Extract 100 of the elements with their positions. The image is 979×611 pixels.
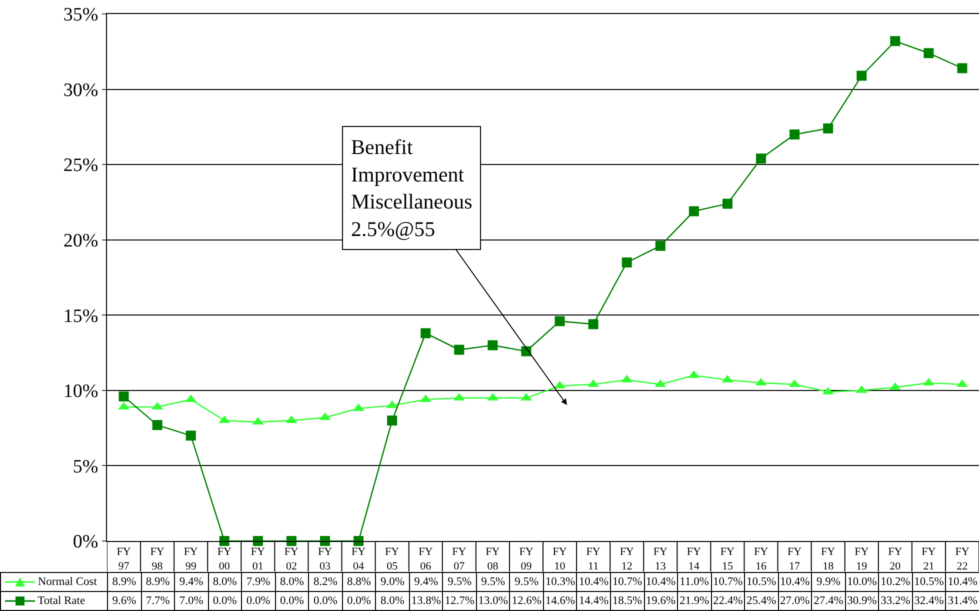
x-tick-label: FY 21 [922, 546, 936, 572]
x-tick-label: FY 22 [955, 546, 970, 572]
data-label: 8.9% [141, 572, 175, 592]
x-tick-label: FY 98 [150, 546, 164, 572]
x-tick-label: FY 04 [352, 546, 366, 572]
x-tick-label: FY 07 [452, 546, 466, 572]
data-label: 0.0% [242, 592, 276, 610]
point [790, 129, 800, 140]
x-tick-label: FY 14 [686, 546, 702, 572]
x-tick-label: FY 16 [754, 546, 768, 572]
data-label: 0.0% [275, 592, 309, 610]
x-tick-label: FY 05 [385, 546, 400, 572]
x-tick-label: FY 97 [116, 546, 131, 572]
x-tick-label: FY 08 [486, 546, 500, 572]
x-tick-label: FY 01 [250, 546, 266, 572]
x-tick-label: FY 09 [519, 546, 534, 572]
data-label: 10.4% [778, 572, 812, 592]
data-label: 33.2% [878, 592, 912, 610]
x-tick-label: FY 99 [184, 546, 198, 572]
point [186, 430, 196, 441]
point [722, 198, 732, 209]
x-tick-label: FY 06 [418, 546, 433, 572]
point [957, 63, 968, 74]
data-label: 13.0% [476, 592, 510, 610]
point [924, 48, 934, 58]
data-label: 7.9% [242, 572, 276, 592]
data-label: 10.7% [610, 572, 644, 592]
data-label: 10.3% [543, 572, 577, 592]
y-tick-label: 35% [63, 4, 98, 26]
x-tick-label: FY 12 [620, 546, 634, 572]
y-tick-label: 10% [63, 381, 98, 402]
data-label: 22.4% [711, 592, 745, 610]
point [521, 346, 532, 356]
point [890, 36, 900, 46]
point [554, 316, 565, 326]
x-tick-label: FY 19 [854, 546, 869, 572]
data-label: 10.7% [711, 572, 745, 592]
data-label: 9.4% [409, 572, 443, 592]
data-label: 9.5% [442, 572, 476, 592]
point [655, 240, 666, 251]
data-label: 9.5% [476, 572, 510, 592]
y-tick-label: 15% [63, 306, 98, 327]
data-label: 19.6% [644, 592, 678, 610]
data-label: 11.0% [678, 572, 712, 592]
point [856, 70, 867, 81]
point [488, 340, 498, 350]
x-tick-label: FY 10 [552, 546, 567, 572]
x-tick-label: FY 03 [318, 546, 332, 572]
x-tick-label: FY 02 [284, 546, 299, 572]
data-label: 8.0% [275, 572, 309, 592]
data-label: 18.5% [610, 592, 644, 610]
point [152, 420, 162, 430]
data-label: 14.6% [543, 592, 577, 610]
x-tick-label: FY 15 [720, 546, 735, 572]
x-tick-label: FY 00 [217, 546, 232, 572]
y-tick-label: 20% [63, 230, 98, 252]
point [118, 391, 129, 402]
data-label: 10.5% [912, 572, 946, 592]
point [454, 344, 464, 355]
x-tick-label: FY 11 [586, 546, 600, 572]
data-label: 8.9% [108, 572, 142, 592]
point [688, 206, 699, 216]
point [420, 328, 431, 338]
point [588, 319, 598, 330]
data-label: 25.4% [744, 592, 778, 610]
y-tick-label: 30% [63, 80, 98, 101]
data-label: 12.7% [442, 592, 476, 610]
legend-label: Normal Cost [36, 576, 97, 588]
point [622, 257, 632, 268]
data-label: 10.5% [744, 572, 778, 592]
data-label: 9.9% [812, 572, 846, 592]
data-label: 0.0% [342, 592, 376, 610]
data-label: 21.9% [678, 592, 712, 610]
data-label: 9.0% [376, 572, 410, 592]
point [756, 154, 766, 164]
data-label: 31.4% [946, 592, 979, 610]
data-label: 8.2% [308, 572, 342, 592]
point [387, 416, 398, 426]
data-label: 27.4% [812, 592, 846, 610]
data-label: 14.4% [576, 592, 610, 610]
data-label: 8.8% [342, 572, 376, 592]
data-label: 8.0% [376, 592, 410, 610]
data-label: 8.0% [208, 572, 242, 592]
data-label: 9.6% [108, 592, 142, 610]
y-tick-label: 5% [72, 456, 98, 478]
data-label: 13.8% [409, 592, 443, 610]
legend-label: Total Rate [36, 595, 86, 607]
data-label: 32.4% [912, 592, 946, 610]
data-label: 30.9% [845, 592, 879, 610]
data-label: 7.0% [174, 592, 208, 610]
x-tick-label: FY 18 [821, 546, 836, 572]
data-label: 10.4% [644, 572, 678, 592]
y-tick-label: 0% [72, 532, 98, 553]
point [823, 123, 834, 134]
data-label: 10.2% [878, 572, 912, 592]
data-label: 10.0% [845, 572, 879, 592]
data-label: 7.7% [141, 592, 175, 610]
x-tick-label: FY 13 [653, 546, 668, 572]
data-label: 12.6% [510, 592, 544, 610]
data-label: 0.0% [208, 592, 242, 610]
